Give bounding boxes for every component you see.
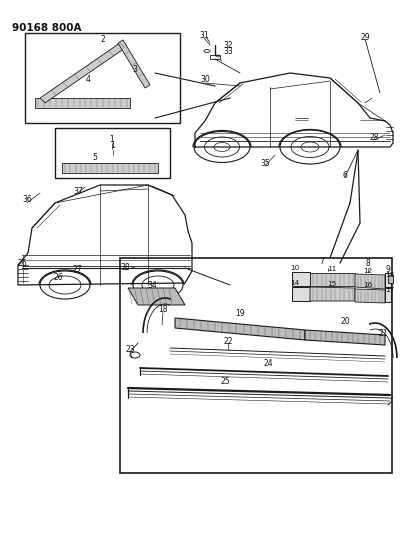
Text: 30: 30 [200, 76, 210, 85]
Polygon shape [40, 43, 125, 103]
Text: 15: 15 [327, 281, 336, 287]
Text: 5: 5 [93, 152, 97, 161]
Polygon shape [175, 318, 305, 340]
Text: 13: 13 [385, 272, 395, 278]
Text: 37: 37 [73, 187, 83, 196]
Text: 6: 6 [342, 171, 347, 180]
Text: 1: 1 [109, 135, 114, 144]
Text: 4: 4 [85, 75, 91, 84]
Text: 27: 27 [72, 264, 82, 273]
Polygon shape [118, 40, 150, 88]
Text: 2: 2 [101, 36, 105, 44]
Text: 12: 12 [363, 268, 373, 274]
Text: 10: 10 [290, 265, 300, 271]
Text: 23: 23 [125, 345, 135, 354]
Text: 26: 26 [17, 259, 27, 268]
Polygon shape [35, 98, 130, 108]
Text: 21: 21 [378, 328, 388, 337]
Bar [292, 287, 310, 301]
Text: 16: 16 [363, 282, 373, 288]
Text: 26: 26 [53, 273, 63, 282]
Polygon shape [128, 288, 185, 305]
Polygon shape [355, 274, 385, 289]
Text: 14: 14 [290, 280, 300, 286]
Text: 8: 8 [366, 259, 371, 268]
Text: 35: 35 [260, 158, 270, 167]
Text: 24: 24 [263, 359, 273, 367]
Text: 19: 19 [235, 310, 245, 319]
Bar [120, 258, 392, 473]
Text: 90168 800A: 90168 800A [12, 23, 81, 33]
Text: 28: 28 [369, 133, 379, 141]
Bar [292, 272, 310, 286]
Bar [385, 273, 391, 287]
Polygon shape [310, 287, 355, 301]
Text: 11: 11 [327, 266, 336, 272]
Text: 22: 22 [223, 336, 233, 345]
Text: 3: 3 [133, 64, 138, 74]
Text: 1: 1 [111, 141, 115, 149]
Text: 17: 17 [385, 287, 395, 293]
Text: 29: 29 [360, 33, 370, 42]
Text: 18: 18 [158, 304, 168, 313]
Text: 34: 34 [147, 280, 157, 289]
Bar [385, 288, 391, 302]
Text: 31: 31 [199, 31, 209, 41]
Text: 7: 7 [320, 257, 324, 266]
Text: 36: 36 [22, 196, 32, 205]
Text: 20: 20 [340, 318, 350, 327]
Bar [55, 128, 170, 178]
Text: 25: 25 [220, 376, 230, 385]
Polygon shape [355, 289, 385, 303]
Text: 9: 9 [386, 265, 391, 274]
Bar [210, 55, 220, 59]
Text: 32: 32 [223, 41, 233, 50]
Bar [388, 275, 393, 283]
Bar [25, 33, 180, 123]
Text: 33: 33 [223, 46, 233, 55]
Polygon shape [310, 273, 355, 286]
Text: 38: 38 [120, 262, 130, 271]
Polygon shape [62, 163, 158, 173]
Polygon shape [305, 330, 385, 345]
